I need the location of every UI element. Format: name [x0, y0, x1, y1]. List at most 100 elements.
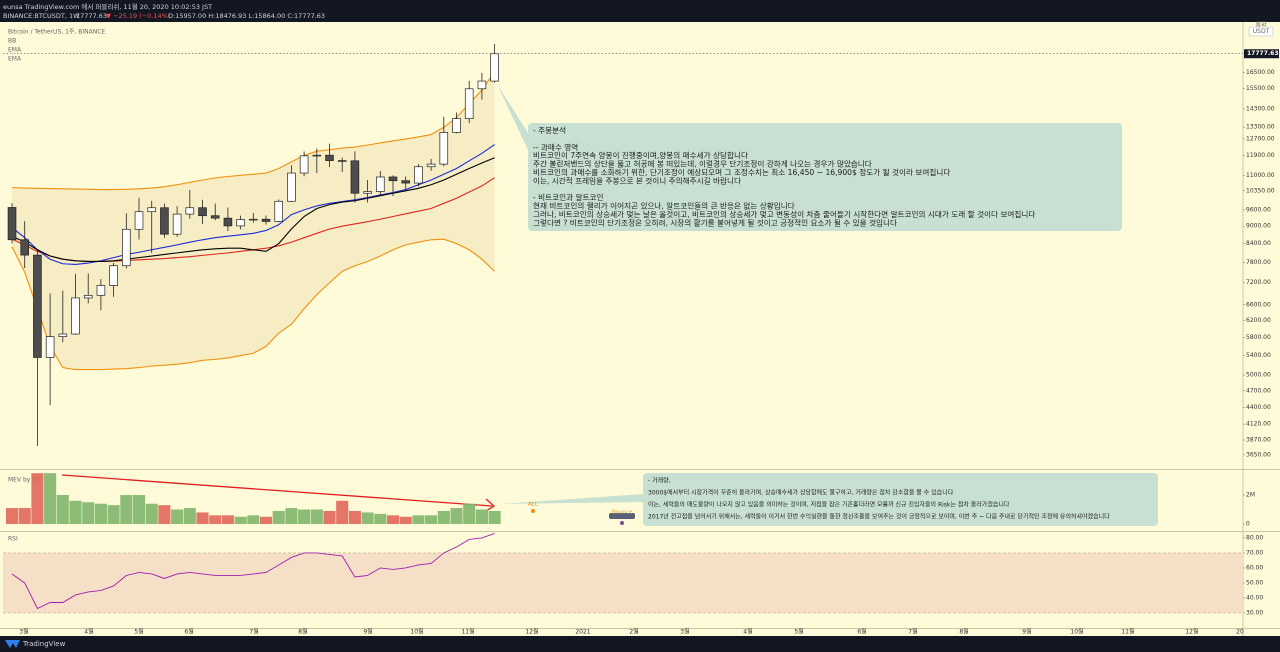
annotation-line: 주간 볼린저밴드의 상단을 뚫고 허공에 봉 떠있는데, 이럴경우 단기조정이 …	[533, 159, 872, 169]
volume-bar	[386, 515, 400, 525]
y-tick-label: 14300.00	[1246, 105, 1275, 112]
x-tick-label: 3월	[19, 628, 28, 636]
volume-bar	[234, 516, 247, 525]
volume-bar	[412, 515, 425, 525]
x-tick-label: 8월	[298, 628, 307, 636]
x-tick-label: 11월	[1121, 628, 1134, 636]
y-tick-label: 15500.00	[1246, 85, 1275, 92]
callout-pointer	[497, 84, 528, 150]
y-tick-label: 4400.00	[1246, 404, 1271, 411]
y-tick-label: 7200.00	[1246, 279, 1271, 286]
volume-bar	[158, 505, 171, 525]
y-tick-label: 8400.00	[1246, 240, 1271, 247]
volume-bar	[475, 509, 488, 525]
y-tick-label: 10350.00	[1246, 187, 1275, 194]
y-tick-label: 0	[1246, 521, 1250, 528]
candle-body	[134, 211, 144, 230]
candle-body	[337, 160, 347, 162]
volume-bar	[399, 516, 412, 525]
x-tick-label: 7월	[249, 628, 258, 636]
volume-bar	[107, 505, 120, 525]
candle-body	[426, 163, 436, 168]
annotation-line: 그러나, 비트코인의 상승세가 멎는 날은 올것이고, 비트코인의 상승세가 멎…	[533, 209, 1035, 219]
volume-bar	[437, 510, 450, 525]
currency-caption: 통화	[1255, 22, 1267, 29]
candle-body	[20, 239, 30, 256]
candle-body	[452, 118, 461, 133]
candle-body	[439, 132, 449, 165]
annotation-line: - 거래량,	[648, 477, 671, 485]
x-tick-label: 12월	[1185, 628, 1198, 636]
y-tick-label: 50.00	[1246, 579, 1263, 586]
x-tick-label: 20	[1236, 629, 1244, 636]
candle-body	[299, 155, 309, 174]
candle-body	[7, 207, 17, 241]
exchange-badge[interactable]	[609, 513, 635, 519]
x-tick-label: 4월	[84, 628, 93, 636]
candle-body	[33, 254, 42, 358]
y-tick-label: 6600.00	[1246, 301, 1271, 308]
volume-bar	[488, 510, 501, 525]
pane-title: Bitcoin / TetherUS, 1주, BINANCE	[8, 29, 105, 36]
volume-bar	[44, 473, 57, 525]
candle-body	[236, 219, 245, 227]
x-tick-label: 10월	[1070, 628, 1083, 636]
currency-box[interactable]	[1248, 26, 1274, 37]
x-tick-label: 5월	[794, 628, 803, 636]
candle-body	[312, 154, 322, 157]
brand: TradingView	[22, 640, 66, 648]
candle-body	[223, 217, 233, 227]
legend-entry: BB	[8, 38, 16, 45]
candle-body	[490, 53, 499, 82]
x-tick-label: 2월	[629, 628, 638, 636]
y-tick-label: 3650.00	[1246, 451, 1271, 458]
x-tick-label: 6월	[184, 628, 193, 636]
candle-body	[58, 333, 68, 337]
indicator-line	[11, 157, 495, 263]
y-tick-label: 12700.00	[1246, 135, 1275, 142]
candle-body	[261, 218, 271, 222]
volume-bar	[120, 494, 133, 525]
volume-bar	[196, 512, 209, 525]
x-tick-label: 4월	[743, 628, 752, 636]
volume-bar	[31, 473, 44, 525]
annotation-box	[643, 473, 1158, 526]
candle-body	[388, 176, 398, 182]
candle-body	[287, 172, 296, 202]
candle-body	[350, 160, 360, 194]
volume-bar	[18, 508, 31, 525]
marker-dot	[531, 509, 535, 513]
bb-band	[11, 71, 496, 191]
candle-body	[249, 218, 258, 221]
x-tick-label: 6월	[857, 628, 866, 636]
x-tick-label: 5월	[134, 628, 143, 636]
publish-info: eunsa TradingView.com 에서 퍼블리쉬, 11월 20, 2…	[3, 2, 212, 11]
candle-body	[401, 180, 410, 184]
candle-body	[172, 213, 182, 235]
y-tick-label: 9000.00	[1246, 223, 1271, 230]
y-tick-label: 80.00	[1246, 534, 1263, 541]
volume-bar	[361, 512, 374, 525]
annotation-box	[528, 123, 1122, 231]
symbol: BINANCE:BTCUSDT, 1W	[3, 12, 80, 20]
candle-body	[147, 207, 157, 213]
last-price-label: 17777.63	[1247, 50, 1279, 57]
candle-body	[198, 207, 207, 217]
y-tick-label: 5000.00	[1246, 372, 1271, 379]
price-change: ▼ −25.19 (−0.14%)	[106, 12, 170, 20]
currency[interactable]: USDT	[1253, 28, 1270, 35]
volume-bar	[69, 500, 82, 525]
annotation-line: 3000$에서부터 시장가격이 꾸준히 올라가며, 상승매수세가 상당함에도 불…	[648, 489, 954, 497]
pane-title: MEV by PE	[8, 477, 40, 484]
candle-body	[96, 285, 106, 296]
x-tick-label: 11월	[461, 628, 474, 636]
annotation-line: 이는, 시간적 프레임을 주봉으로 본 것이니 주의해주시길 바랍니다	[533, 175, 741, 185]
annotation-line: - 비트코인과 알트코인	[533, 192, 603, 202]
exchange-label[interactable]: Binance	[612, 510, 632, 516]
candle-body	[274, 200, 283, 222]
x-tick-label: 9월	[1022, 628, 1031, 636]
y-tick-label: 2M	[1246, 491, 1255, 498]
rsi-line	[11, 533, 495, 610]
volume-bar	[94, 503, 107, 525]
